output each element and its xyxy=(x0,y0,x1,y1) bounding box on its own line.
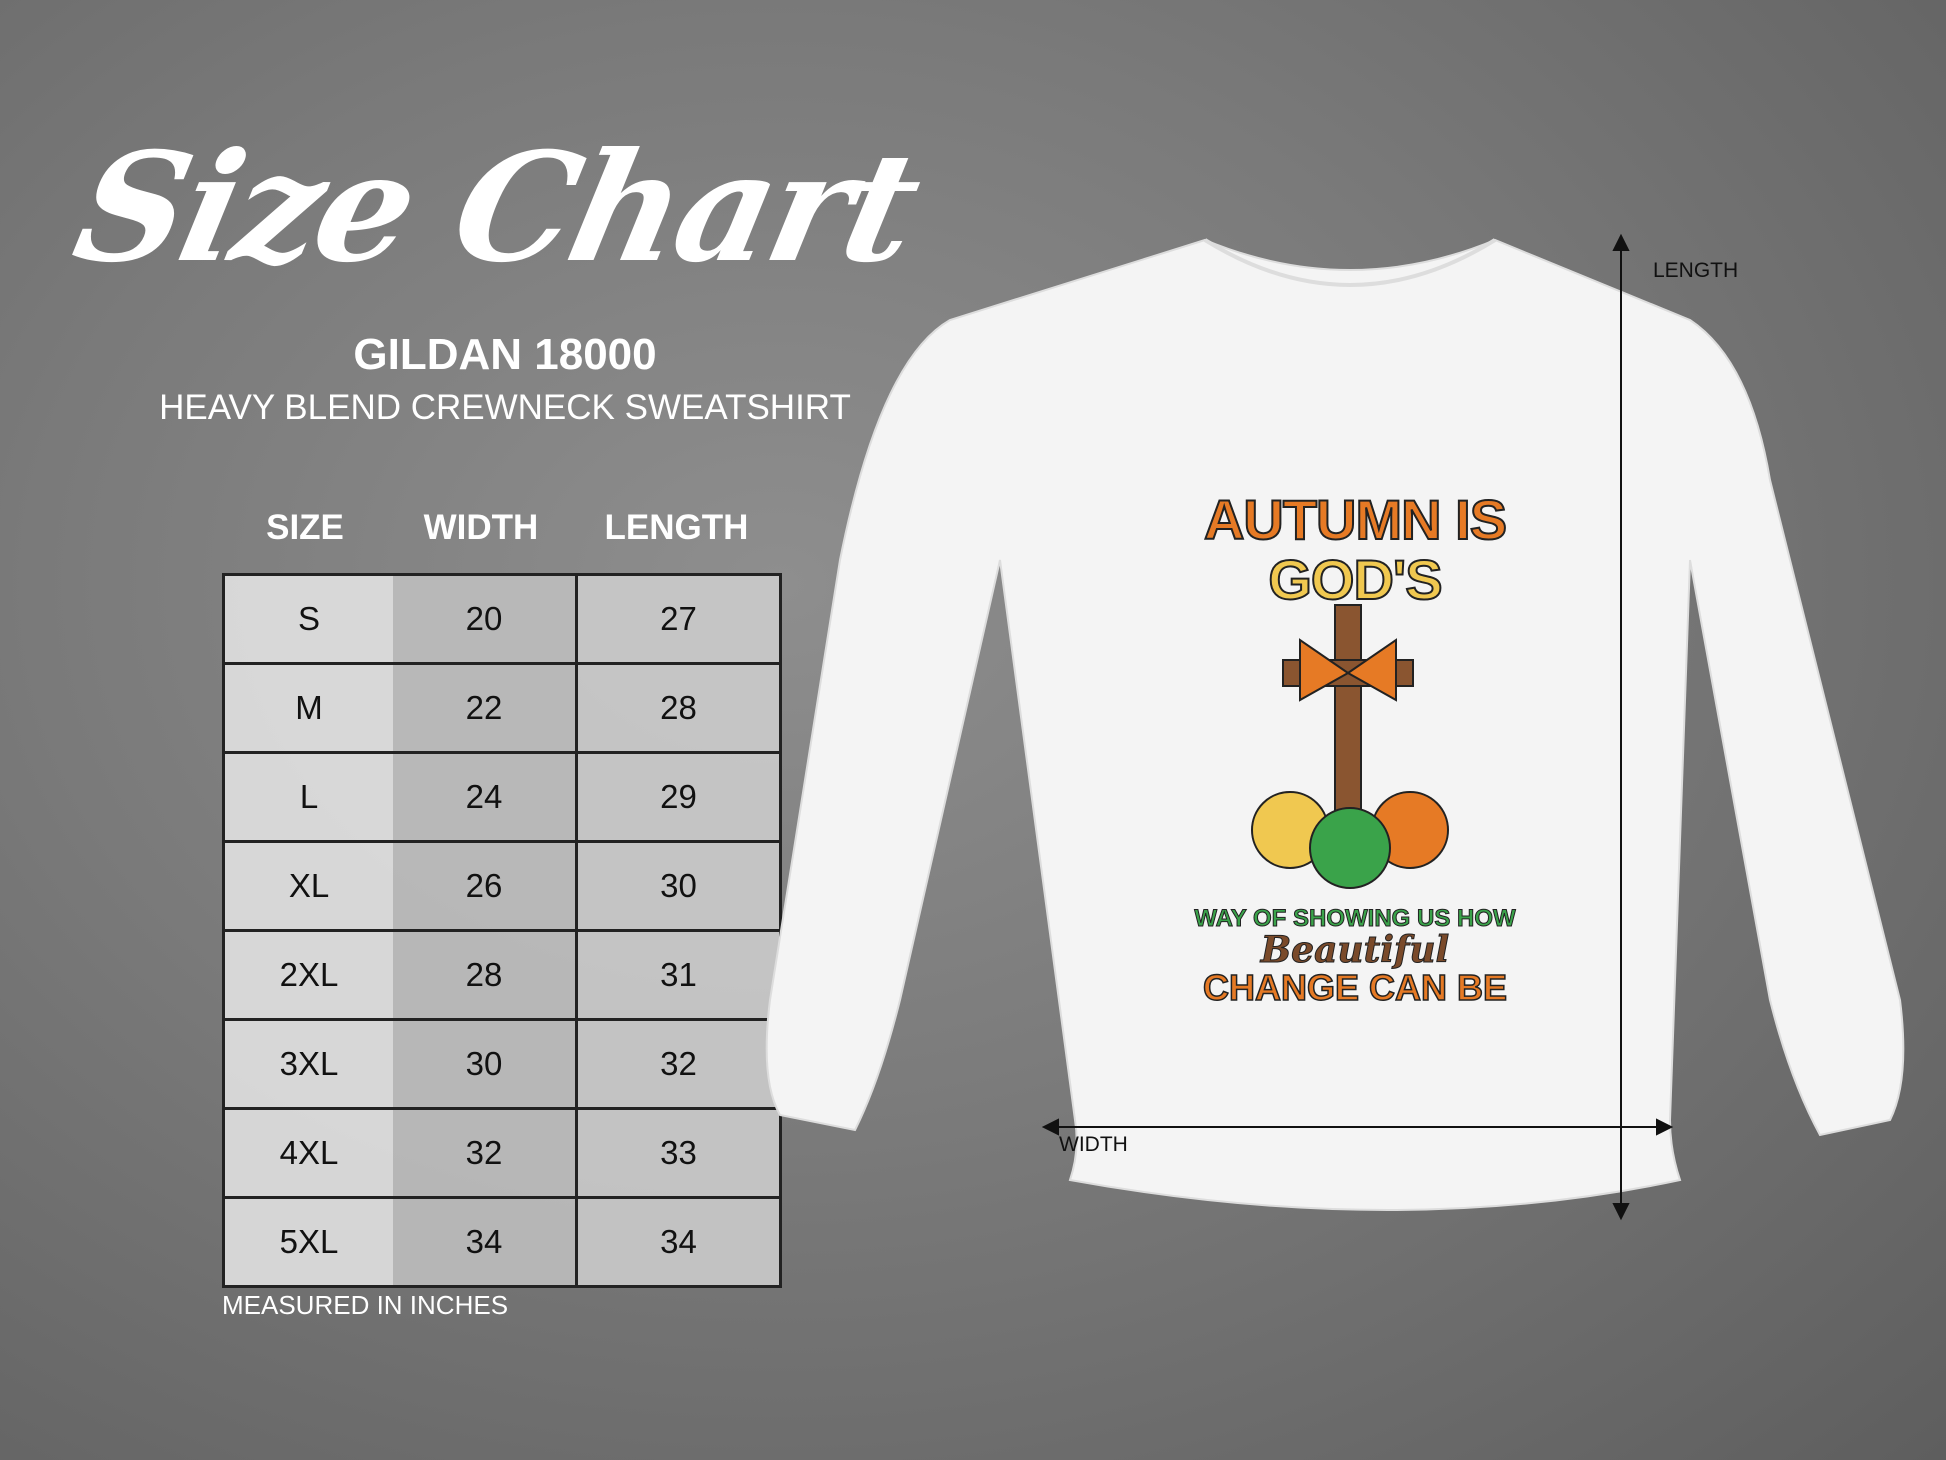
table-row: S 20 27 xyxy=(223,573,781,665)
brand-model: GILDAN 18000 xyxy=(353,330,657,379)
length-cell: 34 xyxy=(576,1196,781,1288)
size-cell: L xyxy=(223,751,393,843)
header-size: SIZE xyxy=(266,508,344,547)
size-cell: 3XL xyxy=(223,1018,393,1110)
design-line-3: WAY OF SHOWING US HOW xyxy=(1194,905,1516,933)
table-row: 4XL 32 33 xyxy=(223,1107,781,1199)
size-cell: XL xyxy=(223,840,393,932)
length-cell: 32 xyxy=(576,1018,781,1110)
shirt-design: AUTUMN IS GOD'S WAY OF SHOWING US HOW Be… xyxy=(1180,488,1530,1009)
length-cell: 27 xyxy=(576,573,781,665)
size-cell: 2XL xyxy=(223,929,393,1021)
table-row: M 22 28 xyxy=(223,662,781,754)
table-row: 5XL 34 34 xyxy=(223,1196,781,1288)
length-cell: 33 xyxy=(576,1107,781,1199)
width-label: WIDTH xyxy=(1059,1133,1128,1156)
size-cell: 4XL xyxy=(223,1107,393,1199)
width-cell: 26 xyxy=(393,840,578,932)
measurement-note: MEASURED IN INCHES xyxy=(222,1290,509,1320)
design-line-5: CHANGE CAN BE xyxy=(1202,966,1508,1009)
width-cell: 20 xyxy=(393,573,578,665)
length-cell: 28 xyxy=(576,662,781,754)
size-cell: M xyxy=(223,662,393,754)
design-line-4: Beautiful xyxy=(1260,929,1450,971)
size-cell: 5XL xyxy=(223,1196,393,1288)
length-label: LENGTH xyxy=(1653,259,1739,282)
length-cell: 31 xyxy=(576,929,781,1021)
width-cell: 32 xyxy=(393,1107,578,1199)
width-cell: 30 xyxy=(393,1018,578,1110)
design-line-1: AUTUMN IS xyxy=(1203,488,1508,551)
product-subtitle: HEAVY BLEND CREWNECK SWEATSHIRT xyxy=(159,388,851,427)
header-width: WIDTH xyxy=(423,508,539,547)
table-row: XL 26 30 xyxy=(223,840,781,932)
width-cell: 24 xyxy=(393,751,578,843)
width-cell: 34 xyxy=(393,1196,578,1288)
length-cell: 29 xyxy=(576,751,781,843)
table-row: 3XL 30 32 xyxy=(223,1018,781,1110)
table-row: L 24 29 xyxy=(223,751,781,843)
width-cell: 22 xyxy=(393,662,578,754)
width-cell: 28 xyxy=(393,929,578,1021)
header-length: LENGTH xyxy=(604,508,749,547)
cross-artwork xyxy=(1251,604,1449,889)
design-line-2: GOD'S xyxy=(1267,548,1443,611)
length-cell: 30 xyxy=(576,840,781,932)
size-table: S 20 27 M 22 28 L 24 29 XL 26 30 2XL 28 31 3XL 30 32 4XL 32… xyxy=(222,573,782,1288)
table-row: 2XL 28 31 xyxy=(223,929,781,1021)
size-cell: S xyxy=(223,573,393,665)
